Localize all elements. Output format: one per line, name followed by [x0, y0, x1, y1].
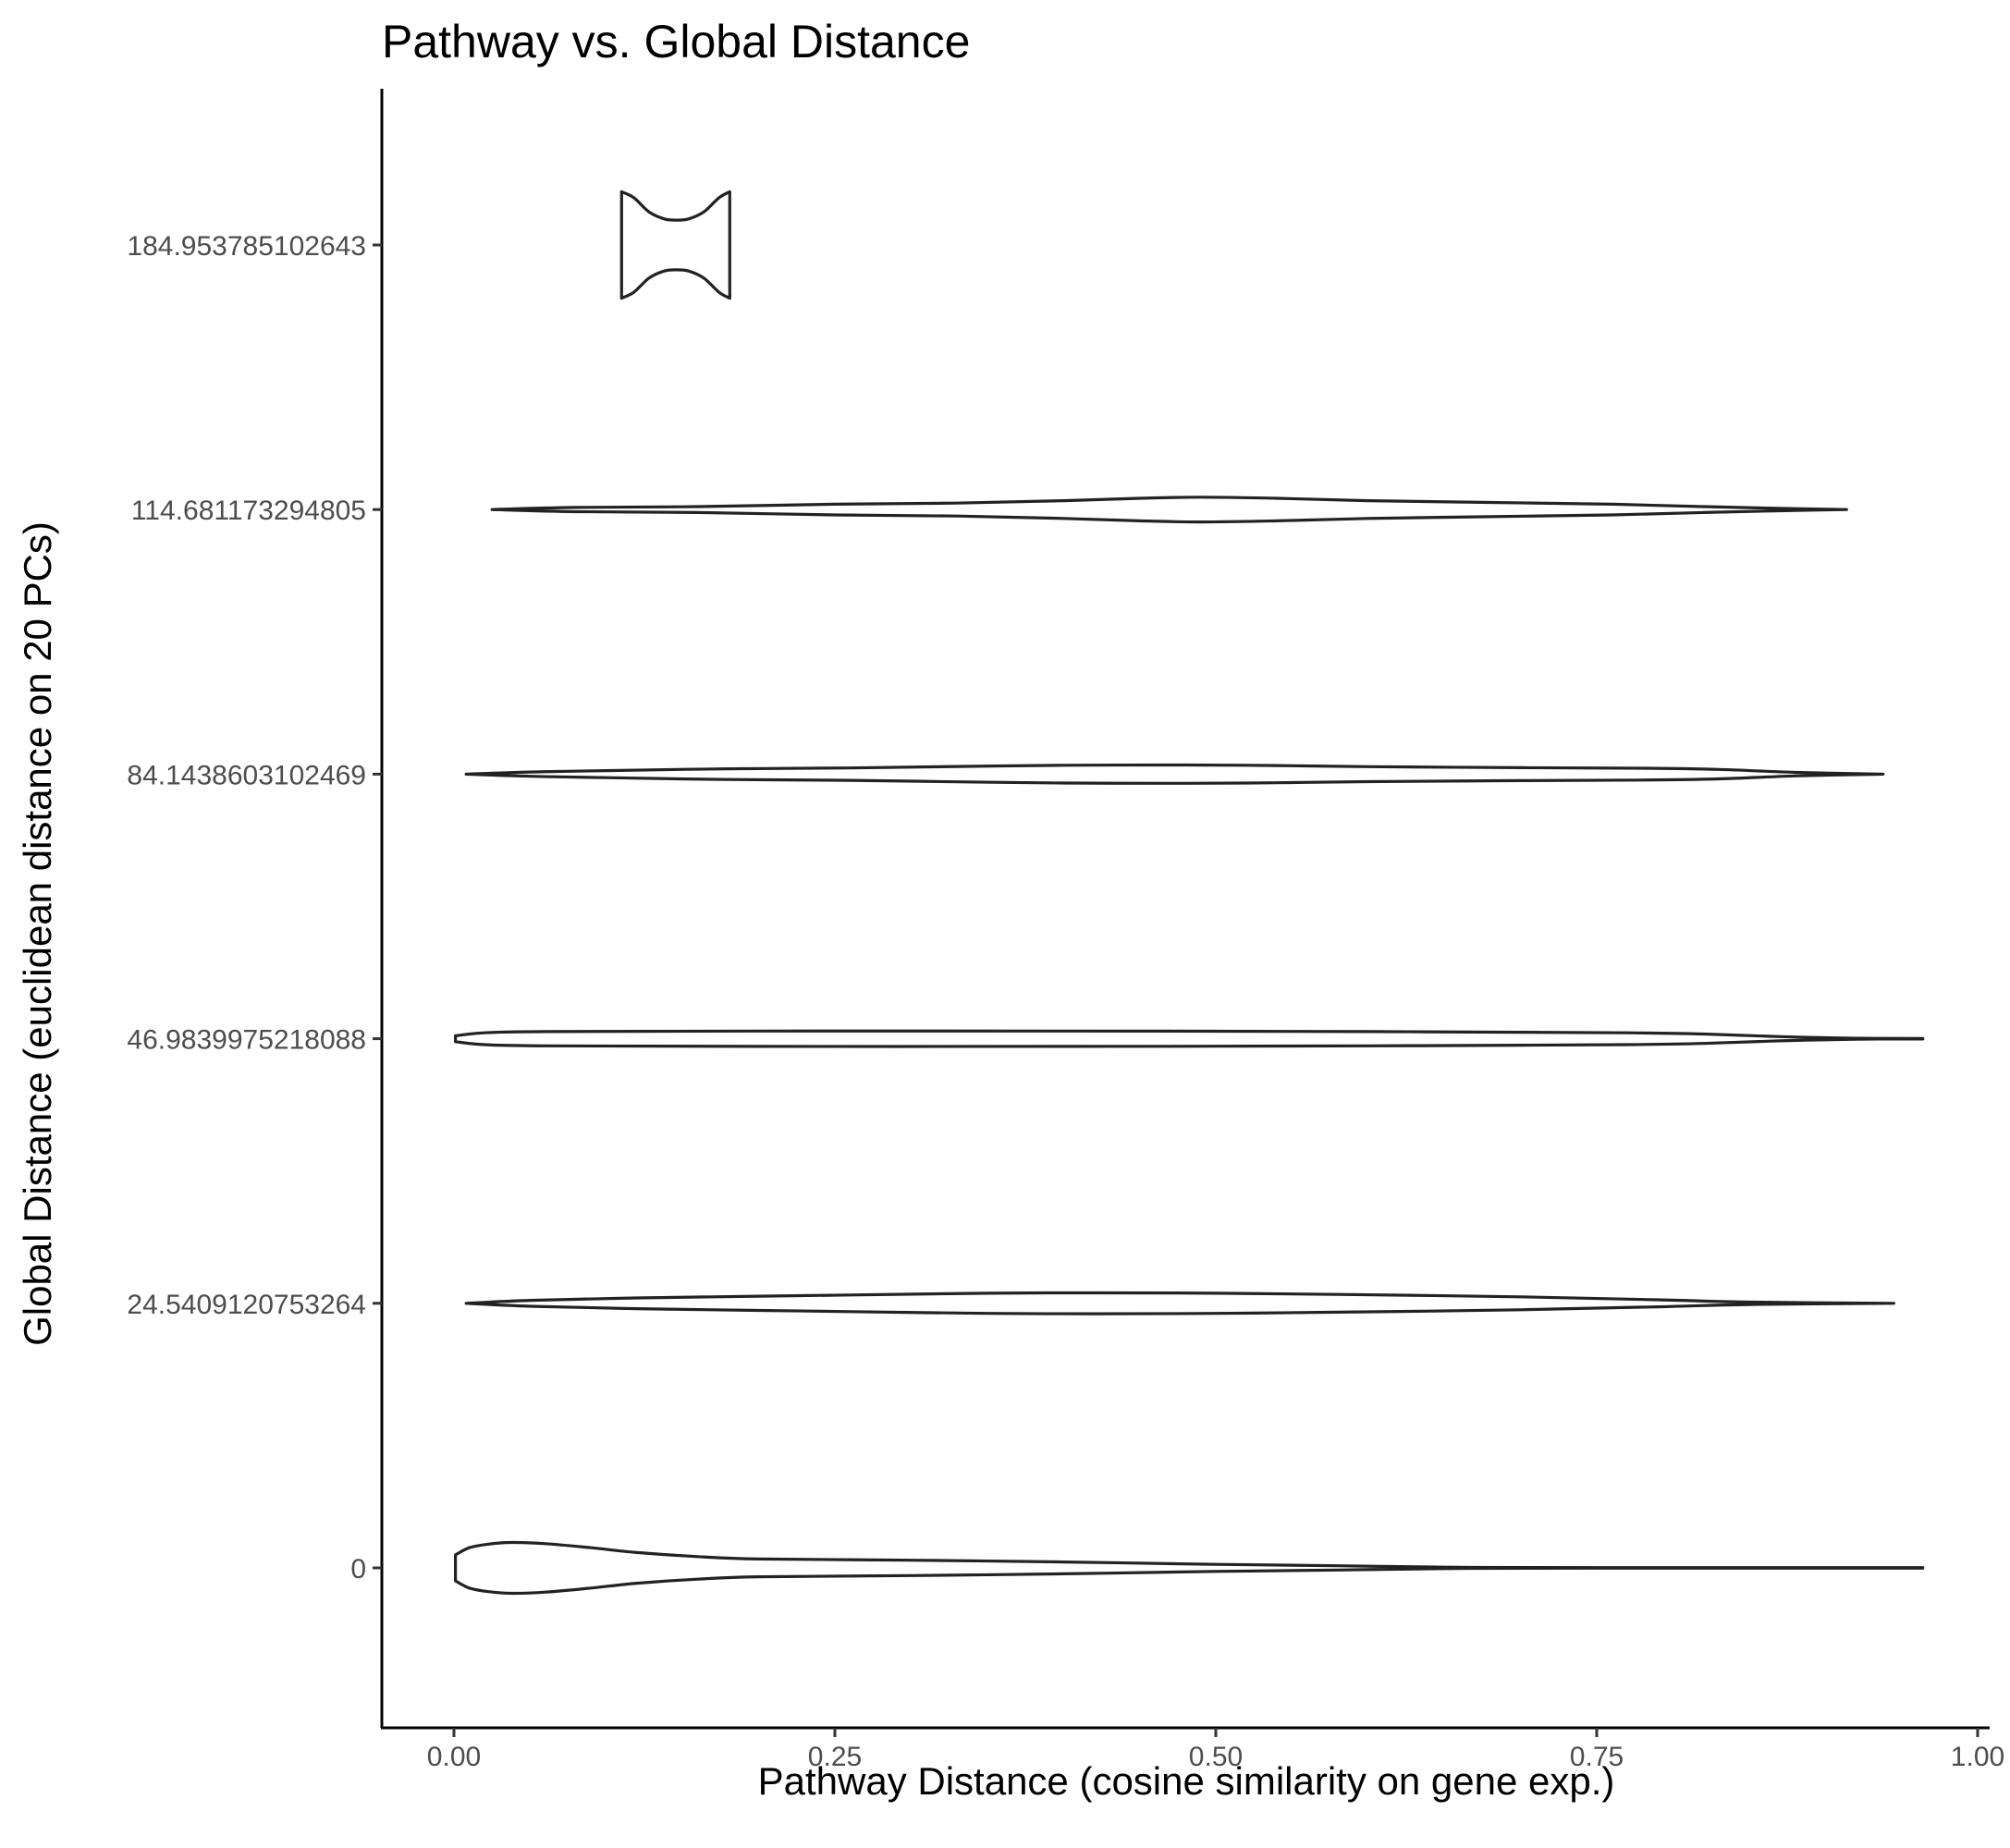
violin-24-5409120753264: [464, 1291, 1895, 1316]
y-tick-label: 114.681173294805: [131, 496, 366, 526]
violins-layer: [454, 190, 1925, 1596]
y-tick-label: 46.9839975218088: [127, 1025, 366, 1056]
x-axis-title: Pathway Distance (cosine similarity on g…: [758, 1759, 1615, 1803]
y-tick-label: 0: [350, 1554, 366, 1585]
x-tick-label: 0.75: [1570, 1742, 1624, 1772]
x-tick-label: 0.25: [808, 1742, 862, 1772]
y-tick-label: 184.953785102643: [127, 231, 366, 262]
violin-184-953785102643: [619, 190, 731, 300]
violin-114-681173294805: [490, 496, 1848, 524]
x-tick-label: 0.00: [427, 1742, 481, 1772]
chart-title: Pathway vs. Global Distance: [382, 16, 970, 67]
x-axis: 0.00 0.25 0.50 0.75 1.00: [427, 1728, 2004, 1772]
x-tick-label: 1.00: [1951, 1742, 2004, 1772]
y-axis: 0 24.5409120753264 46.9839975218088 84.1438…: [127, 231, 382, 1585]
violin-84-1438603102469: [464, 763, 1885, 785]
y-tick-label: 24.5409120753264: [127, 1290, 366, 1320]
x-tick-label: 0.50: [1189, 1742, 1243, 1772]
y-tick-label: 84.1438603102469: [127, 760, 366, 790]
violin-46-9839975218088: [454, 1029, 1925, 1048]
y-axis-title: Global Distance (euclidean distance on 2…: [16, 521, 59, 1346]
violin-0: [454, 1540, 1925, 1596]
